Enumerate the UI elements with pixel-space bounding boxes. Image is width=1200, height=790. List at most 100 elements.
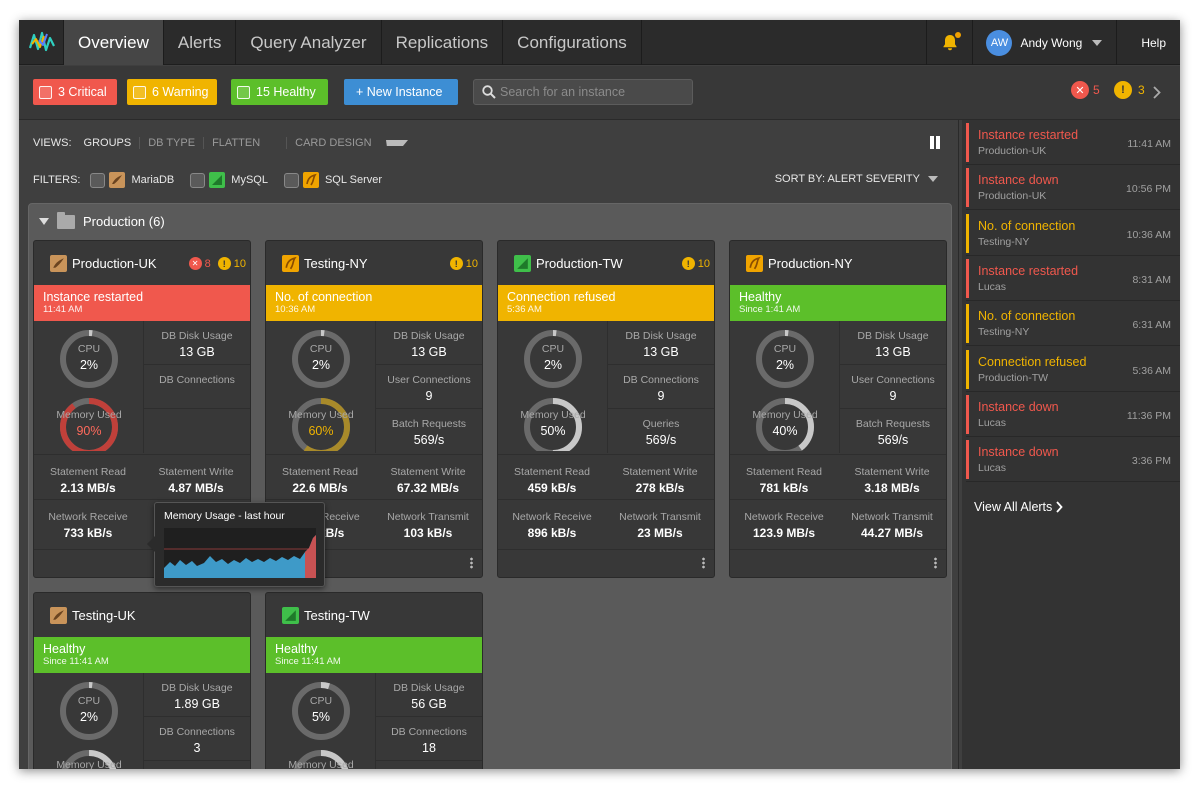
- severity-bar: [966, 440, 969, 480]
- views-label: VIEWS:: [33, 137, 72, 149]
- gauges-panel: CPU 5% Memory Used: [266, 673, 376, 769]
- gauge-rings: [60, 682, 118, 769]
- metric-value: 733 kB/s: [63, 526, 113, 540]
- metric-cell: DB Disk Usage 1.89 GB: [144, 673, 250, 717]
- metric-cell: DB Disk Usage 56 GB: [376, 673, 482, 717]
- alert-title: Instance down: [978, 399, 1059, 414]
- search-icon: [482, 85, 496, 99]
- tab-query-analyzer[interactable]: Query Analyzer: [236, 20, 382, 65]
- healthy-filter-button[interactable]: 15 Healthy: [231, 79, 328, 105]
- warning-filter-button[interactable]: 6 Warning: [127, 79, 217, 105]
- memory-tooltip: Memory Usage - last hour: [147, 502, 325, 587]
- app-logo-icon[interactable]: [19, 20, 64, 65]
- critical-filter-button[interactable]: 3 Critical: [33, 79, 117, 105]
- more-options-icon[interactable]: [702, 557, 705, 569]
- view-groups[interactable]: GROUPS: [83, 137, 132, 149]
- alerts-sidebar: Instance restarted Production-UK 11:41 AM I…: [962, 120, 1180, 769]
- metric-value: 56 GB: [411, 697, 447, 711]
- view-all-alerts-link[interactable]: View All Alerts: [974, 500, 1063, 514]
- cpu-value: 2%: [543, 358, 563, 372]
- tab-replications[interactable]: Replications: [382, 20, 504, 65]
- alert-time: 6:31 AM: [1132, 319, 1171, 332]
- metric-cell: DB Disk Usage 13 GB: [608, 321, 714, 365]
- metric-cell: User Connections 9: [840, 365, 946, 409]
- instance-card[interactable]: Production-TW ! 10 Connection refused 5:36 A…: [497, 240, 715, 578]
- user-menu[interactable]: AW Andy Wong: [972, 20, 1116, 65]
- db-filters: FILTERS: MariaDB MySQL SQL Server: [33, 172, 382, 188]
- alert-item[interactable]: Instance down Lucas 11:36 PM: [966, 393, 1180, 437]
- alert-instance: Testing-NY: [978, 326, 1030, 339]
- more-options-icon[interactable]: [934, 557, 937, 569]
- metric-label: Queries: [642, 418, 680, 430]
- warning-alert-count[interactable]: ! 3: [1114, 81, 1145, 99]
- metric-label: Statement Write: [622, 466, 698, 478]
- metric-label: Statement Read: [746, 466, 822, 478]
- bell-icon: [943, 35, 957, 51]
- new-instance-button[interactable]: + New Instance: [344, 79, 458, 105]
- alert-item[interactable]: Instance restarted Lucas 8:31 AM: [966, 257, 1180, 301]
- critical-alert-count-value: 5: [1093, 83, 1100, 97]
- more-options-icon[interactable]: [470, 557, 473, 569]
- instance-name: Production-TW: [536, 256, 623, 271]
- tab-overview[interactable]: Overview: [64, 20, 164, 65]
- alert-title: Instance restarted: [978, 263, 1079, 278]
- stmt-read-cell: Statement Read 459 kB/s: [498, 454, 606, 499]
- alert-item[interactable]: Instance restarted Production-UK 11:41 AM: [966, 121, 1180, 165]
- filter-sqlserver-checkbox[interactable]: [283, 172, 299, 188]
- tab-configurations[interactable]: Configurations: [503, 20, 642, 65]
- metric-value: 896 kB/s: [527, 526, 577, 540]
- metric-label: Statement Write: [854, 466, 930, 478]
- alert-item[interactable]: Instance down Production-UK 10:56 PM: [966, 166, 1180, 211]
- alert-item[interactable]: No. of connection Testing-NY 6:31 AM: [966, 302, 1180, 347]
- alert-badges: ! 10: [681, 257, 710, 270]
- alert-item[interactable]: Connection refused Production-TW 5:36 AM: [966, 348, 1180, 392]
- instance-card[interactable]: Testing-UK Healthy Since 11:41 AM CPU 2% Memo…: [33, 592, 251, 769]
- view-db-type[interactable]: DB TYPE: [139, 137, 203, 149]
- avatar: AW: [986, 29, 1013, 56]
- alert-item[interactable]: Instance down Lucas 3:36 PM: [966, 438, 1180, 483]
- exclamation-icon: !: [681, 257, 695, 270]
- memory-label: Memory Used: [56, 409, 122, 421]
- sort-dropdown[interactable]: SORT BY: ALERT SEVERITY: [775, 173, 938, 185]
- help-link[interactable]: Help: [1116, 20, 1180, 65]
- status-time: 5:36 AM: [507, 304, 542, 315]
- instance-name: Production-NY: [768, 256, 853, 271]
- stmt-read-cell: Statement Read 781 kB/s: [730, 454, 838, 499]
- severity-bar: [966, 258, 969, 298]
- chevron-right-icon[interactable]: [1153, 86, 1161, 99]
- view-flatten[interactable]: FLATTEN: [203, 137, 268, 149]
- pause-icon[interactable]: [929, 136, 941, 149]
- metric-value: 13 GB: [643, 345, 679, 359]
- warning-label: 6 Warning: [152, 85, 209, 99]
- status-banner: Connection refused 5:36 AM: [498, 285, 714, 321]
- sqlserver-icon: [302, 172, 319, 188]
- severity-bar: [966, 394, 969, 434]
- filter-mysql-checkbox[interactable]: [190, 172, 206, 188]
- status-time: 11:41 AM: [43, 304, 83, 315]
- tab-alerts[interactable]: Alerts: [164, 20, 237, 65]
- metric-value: 13 GB: [875, 345, 911, 359]
- stmt-write-cell: Statement Write 278 kB/s: [606, 454, 714, 499]
- healthy-label: 15 Healthy: [256, 85, 316, 99]
- memory-label: Memory Used: [288, 409, 354, 421]
- main-tabs: Overview Alerts Query Analyzer Replicati…: [64, 20, 642, 65]
- chevron-right-icon: [1056, 501, 1063, 513]
- alert-title: Instance down: [978, 445, 1059, 460]
- critical-alert-count[interactable]: ✕ 5: [1071, 81, 1100, 99]
- metric-label: DB Connections: [159, 374, 235, 386]
- group-header[interactable]: Production (6): [39, 211, 165, 229]
- alert-title: No. of connection: [978, 309, 1076, 324]
- instance-card[interactable]: Testing-TW Healthy Since 11:41 AM CPU 5% Memo…: [265, 592, 483, 769]
- filter-mariadb-checkbox[interactable]: [90, 172, 106, 188]
- metric-label: Batch Requests: [855, 418, 931, 430]
- instance-card[interactable]: Production-NY Healthy Since 1:41 AM CPU 2% Me…: [729, 240, 947, 578]
- alert-item[interactable]: No. of connection Testing-NY 10:36 AM: [966, 212, 1180, 256]
- mysql-icon: [209, 172, 226, 188]
- card-design-dropdown[interactable]: CARD DESIGN: [278, 137, 415, 149]
- search-input[interactable]: [500, 83, 688, 101]
- metric-value: 459 kB/s: [527, 481, 577, 495]
- folder-icon: [57, 211, 75, 229]
- top-nav: Overview Alerts Query Analyzer Replicati…: [19, 20, 1180, 65]
- metric-label: User Connections: [851, 374, 935, 386]
- notifications-button[interactable]: [926, 20, 972, 65]
